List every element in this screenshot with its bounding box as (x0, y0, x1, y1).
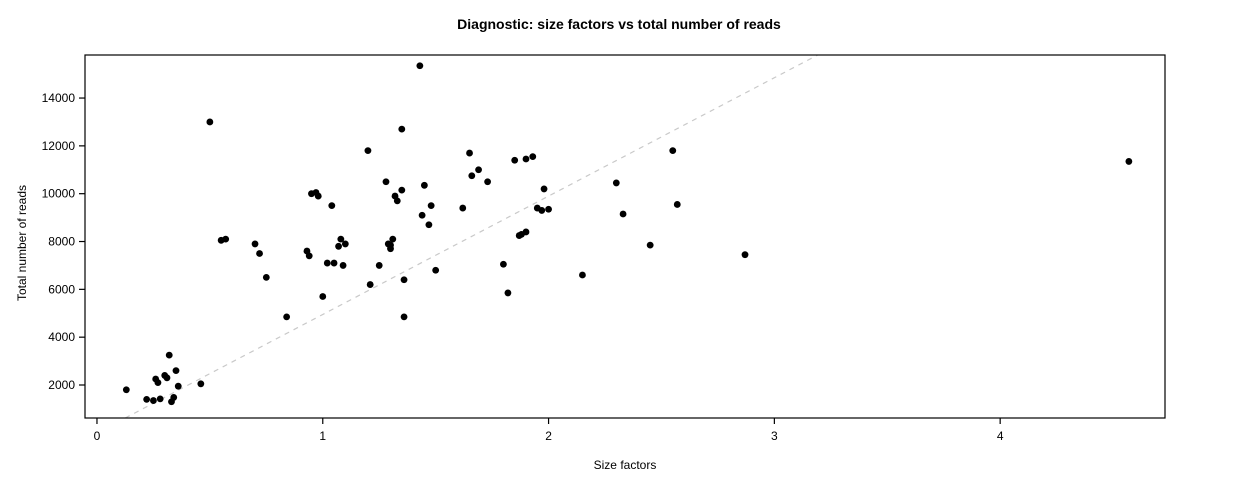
scatter-point (475, 166, 482, 174)
scatter-point (389, 235, 397, 243)
scatter-point (382, 178, 390, 186)
scatter-point (197, 380, 205, 388)
scatter-point (504, 289, 512, 297)
scatter-point (170, 394, 178, 401)
x-tick-label: 2 (545, 429, 552, 443)
scatter-point (339, 262, 347, 269)
scatter-point (314, 192, 322, 200)
scatter-point (398, 125, 406, 133)
plot-frame (84, 54, 1166, 419)
scatter-point (398, 186, 406, 194)
scatter-point (669, 147, 677, 155)
scatter-point (172, 367, 180, 375)
scatter-point (330, 259, 338, 267)
scatter-point (283, 313, 291, 321)
scatter-point (400, 313, 408, 321)
y-tick-label: 10000 (42, 187, 76, 201)
y-tick-label: 6000 (48, 282, 75, 296)
scatter-point (206, 118, 214, 126)
scatter-point (222, 235, 230, 243)
scatter-point (418, 211, 426, 219)
scatter-point (262, 273, 270, 281)
scatter-point (156, 395, 164, 403)
scatter-point (341, 240, 349, 248)
scatter-point (154, 379, 162, 387)
x-tick-label: 0 (94, 429, 101, 443)
scatter-point (375, 262, 383, 269)
scatter-point (646, 241, 654, 249)
scatter-point (511, 156, 519, 164)
scatter-point (393, 197, 401, 205)
scatter-point (122, 386, 130, 394)
scatter-point (420, 181, 428, 189)
scatter-point (741, 251, 749, 259)
x-tick-label: 4 (997, 429, 1004, 443)
scatter-point (251, 240, 259, 248)
scatter-point (466, 149, 473, 157)
scatter-point (143, 395, 151, 403)
diagonal-reference-line (124, 54, 818, 419)
scatter-point (540, 185, 548, 193)
scatter-point (416, 62, 424, 70)
x-tick-label: 1 (319, 429, 326, 443)
scatter-point (319, 293, 327, 300)
scatter-point (256, 250, 263, 257)
scatter-point (468, 172, 476, 180)
scatter-point (387, 245, 394, 253)
scatter-point (400, 276, 408, 284)
scatter-point (432, 266, 440, 274)
y-tick-label: 14000 (42, 91, 76, 105)
scatter-point (335, 242, 342, 250)
scatter-point (366, 281, 374, 288)
scatter-point (305, 252, 313, 260)
x-axis-label: Size factors (593, 458, 657, 472)
y-tick-label: 4000 (48, 330, 75, 344)
x-tick-label: 3 (771, 429, 778, 443)
scatter-point (364, 147, 372, 155)
scatter-point (150, 397, 157, 404)
scatter-point (500, 260, 507, 268)
scatter-point (427, 202, 435, 210)
y-axis-label: Total number of reads (15, 184, 29, 302)
scatter-point (484, 178, 492, 186)
scatter-point (328, 202, 336, 210)
scatter-point (337, 235, 345, 243)
scatter-point (545, 205, 552, 213)
chart-title: Diagnostic: size factors vs total number… (457, 16, 781, 32)
scatter-point (163, 374, 171, 382)
scatter-point (538, 207, 546, 214)
scatter-point (165, 351, 173, 359)
scatter-point (673, 201, 681, 208)
scatter-point (459, 204, 467, 212)
scatter-point (579, 271, 586, 279)
scatter-point (323, 259, 331, 267)
scatter-point (174, 382, 182, 390)
scatter-point (619, 210, 627, 218)
scatter-point (522, 155, 530, 163)
scatter-point (529, 153, 537, 161)
y-tick-label: 8000 (48, 235, 75, 249)
scatter-point (425, 221, 433, 229)
y-tick-label: 2000 (48, 378, 75, 392)
scatter-point (1125, 158, 1133, 165)
scatter-point (612, 179, 620, 187)
y-tick-label: 12000 (42, 139, 76, 153)
scatter-point (522, 228, 530, 236)
